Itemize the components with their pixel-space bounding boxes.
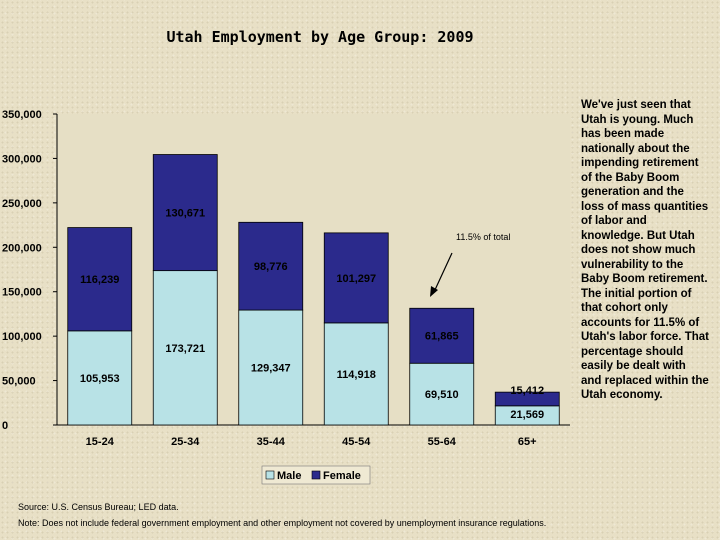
source-note: Source: U.S. Census Bureau; LED data. [18, 502, 179, 512]
y-tick-label: 0 [2, 420, 8, 432]
data-label-male-65+: 21,569 [510, 409, 544, 421]
legend-swatch-male [265, 470, 275, 480]
annotation-text: 11.5% of total [456, 232, 510, 242]
data-label-female-35-44: 98,776 [254, 261, 288, 273]
annotation-arrow-line [433, 252, 453, 293]
chart-title: Utah Employment by Age Group: 2009 [166, 28, 474, 46]
data-label-male-45-54: 114,918 [337, 369, 376, 381]
data-label-male-25-34: 173,721 [165, 343, 205, 355]
data-label-male-55-64: 69,510 [425, 389, 459, 401]
x-tick-label-35-44: 35-44 [257, 436, 286, 448]
y-tick-label: 350,000 [2, 109, 42, 121]
y-tick-label: 50,000 [2, 376, 36, 388]
x-tick-label-25-34: 25-34 [171, 436, 200, 448]
bar-female-15-24 [67, 227, 133, 332]
y-tick-label: 200,000 [2, 242, 42, 254]
bar-female-45-54 [323, 232, 389, 324]
bar-female-25-34 [152, 154, 218, 272]
bar-male-45-54 [323, 322, 389, 426]
x-tick-label-45-54: 45-54 [342, 436, 371, 448]
commentary-text: We've just seen that Utah is young. Much… [581, 99, 709, 401]
plot-area [57, 114, 570, 425]
y-tick-label: 300,000 [2, 153, 42, 165]
data-label-female-45-54: 101,297 [336, 273, 376, 285]
annotation-arrowhead [430, 286, 438, 297]
legend-label-male: Male [277, 470, 301, 482]
x-tick-label-65+: 65+ [518, 436, 537, 448]
bar-female-65+ [494, 391, 560, 407]
y-tick-label: 100,000 [2, 331, 42, 343]
bar-male-25-34 [152, 270, 218, 426]
bar-female-55-64 [409, 307, 475, 364]
data-label-female-15-24: 116,239 [80, 274, 119, 286]
y-tick-label: 150,000 [2, 287, 42, 299]
x-tick-label-55-64: 55-64 [428, 436, 457, 448]
data-label-female-65+: 15,412 [510, 385, 544, 397]
data-label-male-35-44: 129,347 [251, 363, 291, 375]
bar-female-35-44 [238, 221, 304, 311]
data-label-female-55-64: 61,865 [425, 331, 459, 343]
legend-swatch-female [311, 470, 321, 480]
bar-male-35-44 [238, 309, 304, 426]
data-label-female-25-34: 130,671 [165, 208, 205, 220]
x-tick-label-15-24: 15-24 [86, 436, 115, 448]
bar-male-55-64 [409, 362, 475, 426]
data-label-male-15-24: 105,953 [80, 373, 120, 385]
footnote: Note: Does not include federal governmen… [18, 518, 547, 528]
legend-label-female: Female [323, 470, 361, 482]
y-tick-label: 250,000 [2, 198, 42, 210]
